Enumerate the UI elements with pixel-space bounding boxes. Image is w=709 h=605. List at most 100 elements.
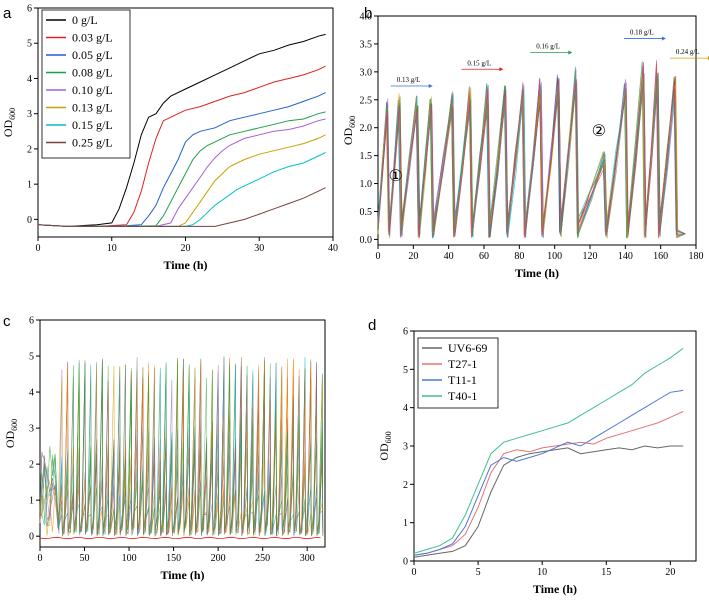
y-tick-label: 6 <box>29 316 34 327</box>
series-line-0-15-g-l <box>37 151 326 227</box>
legend-entry: 0.25 g/L <box>72 136 113 150</box>
y-axis-label-subscript: 600 <box>10 419 19 431</box>
legend-entry: T40-1 <box>448 389 477 403</box>
x-tick-label: 10 <box>537 567 547 578</box>
panel-d-label: d <box>368 317 376 334</box>
legend-entry: 0.03 g/L <box>72 31 113 45</box>
x-tick-label: 30 <box>254 243 264 254</box>
y-tick-label: 2.5 <box>360 95 373 106</box>
replicate-trace <box>377 63 686 239</box>
x-tick-label: 40 <box>444 251 454 262</box>
panel-a-chart: a 0 10 20 30 40 0 1 2 3 4 5 6 Time (h) OD600 0 g/L 0.03… <box>1 4 338 273</box>
legend-entry: 0.10 g/L <box>72 83 113 97</box>
x-tick-label: 150 <box>166 553 181 564</box>
baseline-trace <box>39 536 321 540</box>
x-tick-label: 200 <box>211 553 226 564</box>
series-line-0-g-l <box>37 33 326 227</box>
y-tick-label: 2.0 <box>360 123 373 134</box>
panel-b-label: b <box>364 5 372 22</box>
x-tick-label: 20 <box>408 251 418 262</box>
y-tick-label: 0 <box>29 532 34 543</box>
plot-frame <box>39 319 326 548</box>
y-axis-label: OD600 <box>377 431 393 460</box>
arrow-head <box>661 36 666 41</box>
y-tick-label: 0.0 <box>360 235 373 246</box>
y-tick-label: 2 <box>403 480 408 491</box>
x-axis-label: Time (h) <box>515 266 559 280</box>
plot-frame <box>377 15 697 246</box>
x-tick-label: 60 <box>479 251 489 262</box>
x-axis-label: Time (h) <box>533 582 577 596</box>
series-line-t40-1 <box>413 347 684 554</box>
series-line-0-03-g-l <box>37 65 326 227</box>
replicate-trace <box>377 61 686 239</box>
y-tick-label: 0.5 <box>360 207 373 218</box>
y-axis-label-subscript: 600 <box>348 116 357 128</box>
replicate-trace <box>39 356 324 537</box>
x-tick-label: 20 <box>665 567 675 578</box>
y-axis-label: OD600 <box>1 108 17 137</box>
x-tick-label: 40 <box>328 243 338 254</box>
replicate-trace <box>377 60 686 238</box>
legend-entry: T11-1 <box>448 373 477 387</box>
x-tick-label: 100 <box>122 553 137 564</box>
y-axis-label-main: OD <box>341 128 355 146</box>
y-tick-label: 1 <box>29 496 34 507</box>
y-tick-label: 4.0 <box>360 12 373 23</box>
x-tick-label: 180 <box>689 251 704 262</box>
x-tick-label: 15 <box>601 567 611 578</box>
series-line-0-05-g-l <box>37 92 326 227</box>
x-tick-label: 20 <box>181 243 191 254</box>
legend-box <box>41 9 131 159</box>
panel-d-chart: d 0 5 10 15 20 0 1 2 3 4 5 6 Time (h) OD600 UV6-69 T27-… <box>368 317 697 596</box>
y-tick-label: 3 <box>403 442 408 453</box>
x-tick-label: 10 <box>107 243 117 254</box>
y-tick-label: 5 <box>29 352 34 363</box>
concentration-label: 0.15 g/L <box>467 59 491 67</box>
series-line-t27-1 <box>413 411 684 556</box>
x-tick-label: 160 <box>653 251 668 262</box>
x-tick-label: 0 <box>38 553 43 564</box>
x-axis-label: Time (h) <box>163 258 207 272</box>
y-tick-label: 0 <box>27 215 32 226</box>
y-tick-label: 0 <box>403 557 408 568</box>
x-tick-label: 140 <box>618 251 633 262</box>
x-tick-label: 80 <box>514 251 524 262</box>
panel-b-chart: b 0 20 40 60 80 100 120 140 160 180 0.0 0.5 1.0 1.5 2.… <box>341 5 709 280</box>
y-tick-label: 4 <box>403 403 408 414</box>
y-tick-label: 4 <box>29 388 34 399</box>
concentration-label: 0.18 g/L <box>630 29 654 37</box>
x-tick-label: 5 <box>476 567 481 578</box>
panel-c-label: c <box>3 313 11 330</box>
y-axis-label: OD600 <box>341 116 357 145</box>
x-tick-label: 100 <box>547 251 562 262</box>
legend-entry: 0.05 g/L <box>72 48 113 62</box>
y-tick-label: 1.5 <box>360 151 373 162</box>
legend-entry: 0 g/L <box>72 13 98 27</box>
concentration-label: 0.13 g/L <box>397 76 421 84</box>
legend-entry: 0.15 g/L <box>72 118 113 132</box>
panel-a-label: a <box>3 5 12 22</box>
arrow-head <box>428 84 433 89</box>
y-tick-label: 5 <box>403 365 408 376</box>
x-tick-label: 0 <box>36 243 41 254</box>
legend-entry: T27-1 <box>448 357 477 371</box>
stage-marker: ② <box>592 121 606 140</box>
y-axis-label-main: OD <box>377 443 391 461</box>
x-tick-label: 250 <box>255 553 270 564</box>
x-tick-label: 120 <box>583 251 598 262</box>
y-tick-label: 3 <box>29 424 34 435</box>
legend-entry: 0.13 g/L <box>72 101 113 115</box>
y-tick-label: 6 <box>403 327 408 338</box>
y-tick-label: 3.0 <box>360 67 373 78</box>
y-axis-label-main: OD <box>1 120 15 138</box>
concentration-label: 0.16 g/L <box>536 43 560 51</box>
y-tick-label: 2 <box>27 144 32 155</box>
x-tick-label: 0 <box>412 567 417 578</box>
legend-entry: UV6-69 <box>448 341 487 355</box>
legend-entry: 0.08 g/L <box>72 66 113 80</box>
concentration-label: 0.24 g/L <box>676 48 700 56</box>
y-tick-label: 3.5 <box>360 39 373 50</box>
series-line-t11-1 <box>413 389 684 556</box>
